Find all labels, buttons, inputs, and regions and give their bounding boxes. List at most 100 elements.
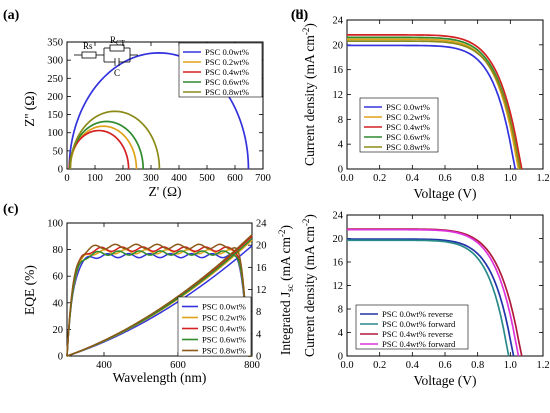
x-axis-label: Wavelength (nm) — [113, 370, 207, 385]
legend-entry: PSC 0.4wt% reverse — [382, 329, 453, 339]
x-tick-label: 700 — [255, 173, 271, 184]
x-tick-label: 0.0 — [340, 173, 353, 184]
y-tick-label: 20 — [53, 325, 64, 336]
y-axis-label-end: ) — [302, 23, 317, 28]
panel-d: 0.0 0.2 0.4 0.6 0.8 1.0 1.2 0 4 8 12 16 20 24 PSC 0.0w… — [291, 8, 550, 388]
x-tick-label: 1.2 — [536, 173, 549, 184]
y2-label-sub: sc — [285, 284, 295, 292]
legend-entry: PSC 0.8wt% — [386, 142, 430, 152]
y-tick-label: 8 — [338, 305, 343, 316]
y2-tick-label: 4 — [256, 329, 262, 340]
y-tick-label: 0 — [58, 352, 63, 363]
y-tick-label: 20 — [333, 234, 344, 245]
y-tick-label: 16 — [333, 65, 344, 76]
x-tick-label: 0.0 — [340, 360, 353, 371]
legend-entry: PSC 0.4wt% — [205, 67, 249, 77]
legend-entry: PSC 0.0wt% reverse — [382, 309, 453, 319]
y-tick-label: 60 — [53, 272, 64, 283]
y-tick-label: 0 — [338, 165, 343, 176]
x-tick-label: 600 — [227, 173, 243, 184]
y2-axis-label: Integrated Jsc (mA cm-2) — [277, 225, 295, 355]
y-axis-label-end: ) — [302, 214, 317, 219]
y2-label-mid: (mA cm — [278, 236, 293, 284]
y2-label-sup: -2 — [277, 229, 287, 237]
jv-curve-1 — [347, 239, 510, 357]
y-tick-label: 100 — [47, 128, 63, 139]
panel-label: (a) — [3, 8, 20, 23]
x-tick-label: 800 — [244, 360, 260, 371]
eqe-curve-4 — [66, 243, 252, 357]
circuit-label-rs: Rs — [83, 41, 93, 51]
y-tick-label: 250 — [47, 74, 63, 85]
y2-tick-label: 24 — [256, 219, 267, 230]
y-tick-label: 40 — [53, 298, 64, 309]
y-axis-label-sup: -2 — [301, 28, 311, 36]
circuit-label-ct: CT — [116, 39, 126, 47]
y-tick-label: 8 — [338, 115, 343, 126]
y-axis-label-sup: -2 — [301, 219, 311, 227]
legend-entry: PSC 0.4wt% — [386, 122, 430, 132]
circuit-label-c: C — [114, 68, 120, 78]
y-tick-label: 80 — [53, 245, 64, 256]
legend-entry: PSC 0.0wt% — [386, 102, 430, 112]
x-tick-label: 0.6 — [438, 173, 451, 184]
nyquist-curve-4 — [69, 110, 161, 170]
y-tick-label: 150 — [47, 110, 63, 121]
y-tick-label: 300 — [47, 56, 63, 67]
panel-label: (b) — [291, 8, 308, 23]
legend-entry: PSC 0.6wt% — [386, 132, 430, 142]
eqe-curve-2 — [66, 246, 252, 357]
legend-entry: PSC 0.4wt% forward — [382, 339, 456, 349]
jv-curve-2 — [347, 34, 523, 170]
x-tick-label: 0.4 — [406, 173, 420, 184]
y-tick-label: 4 — [338, 328, 344, 339]
nyquist-curve-3 — [68, 120, 145, 170]
y-tick-label: 16 — [333, 258, 344, 269]
x-tick-label: 0.2 — [373, 360, 386, 371]
y2-label-close: ) — [278, 225, 293, 230]
y-axis-label: EQE (%) — [22, 265, 37, 315]
legend-entry: PSC 0.2wt% — [202, 313, 246, 323]
y-axis-label: Current density (mA cm-2) — [301, 214, 317, 357]
y-tick-label: 12 — [333, 90, 344, 101]
x-tick-label: 400 — [171, 173, 187, 184]
panel-b: 0.0 0.2 0.4 0.6 0.8 1.0 1.2 0 4 8 12 16 20 24 PSC 0.0w… — [291, 8, 550, 201]
y-axis-label: Current density (mA cm-2) — [301, 23, 317, 166]
x-axis-label: Z' (Ω) — [148, 184, 181, 199]
plot-frame — [66, 41, 264, 170]
x-tick-label: 0.4 — [406, 360, 420, 371]
legend-entry: PSC 0.2wt% — [386, 112, 430, 122]
legend-entry: PSC 0.0wt% forward — [382, 319, 456, 329]
y-tick-label: 0 — [338, 352, 343, 363]
x-tick-label: 0.2 — [373, 173, 386, 184]
panel-label: (d) — [291, 8, 308, 23]
y2-tick-label: 20 — [256, 241, 267, 252]
jv-curve-3 — [347, 228, 520, 357]
y-tick-label: 24 — [333, 16, 344, 27]
circuit-resistor-rs — [81, 51, 97, 59]
x-tick-label: 1.0 — [504, 360, 517, 371]
x-tick-label: 1.0 — [504, 173, 517, 184]
jint-curve-4 — [66, 234, 253, 357]
legend-entry: PSC 0.6wt% — [202, 335, 246, 345]
panel-label: (c) — [3, 202, 19, 217]
x-tick-label: 0.8 — [471, 360, 484, 371]
legend-entry: PSC 0.6wt% — [205, 77, 249, 87]
eqe-curve-1 — [66, 248, 252, 357]
x-tick-label: 100 — [87, 173, 103, 184]
legend-entry: PSC 0.0wt% — [202, 302, 246, 312]
panel-a: 0 100 200 300 400 500 600 700 0 50 100 150 200 250 300… — [3, 8, 271, 199]
y2-tick-label: 0 — [256, 352, 261, 363]
x-axis-label: Voltage (V) — [413, 186, 476, 201]
x-tick-label: 0.8 — [471, 173, 484, 184]
x-tick-label: 0.6 — [438, 360, 451, 371]
x-tick-label: 500 — [199, 173, 215, 184]
legend-entry: PSC 0.2wt% — [205, 57, 249, 67]
eqe-curve-3 — [66, 250, 252, 357]
jv-curve-0 — [347, 44, 517, 170]
y-tick-label: 50 — [53, 146, 64, 157]
y-tick-label: 350 — [47, 38, 63, 49]
legend-entry: PSC 0.4wt% — [202, 324, 246, 334]
y-tick-label: 24 — [333, 211, 344, 222]
